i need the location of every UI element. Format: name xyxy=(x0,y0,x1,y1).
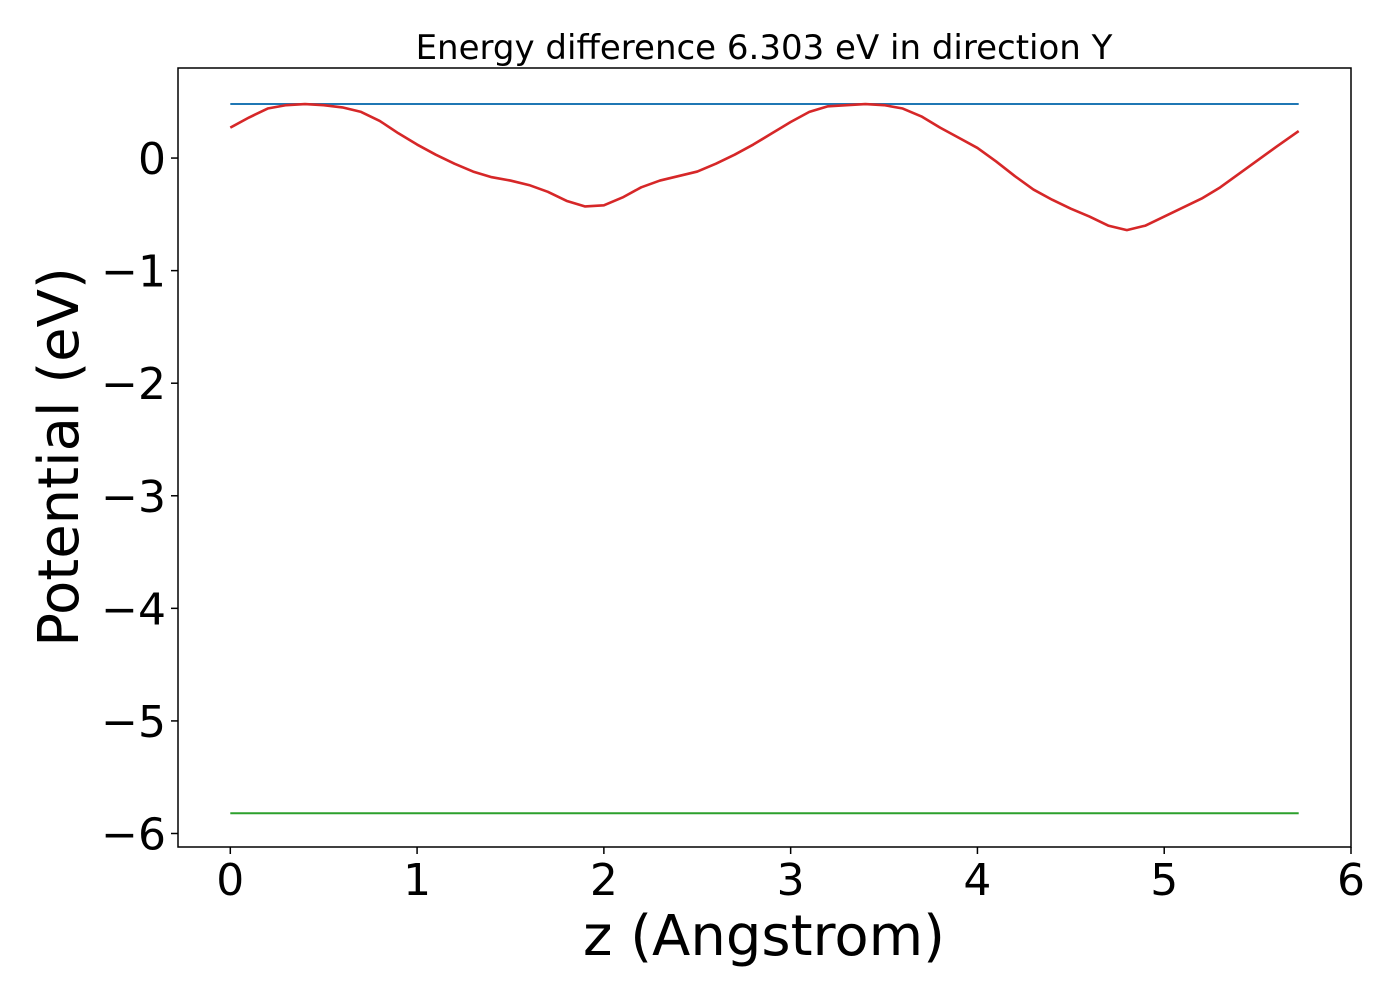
x-tick-label: 0 xyxy=(216,855,244,906)
chart-title: Energy difference 6.303 eV in direction … xyxy=(416,28,1113,68)
x-tick-label: 3 xyxy=(777,855,805,906)
x-tick-label: 5 xyxy=(1150,855,1178,906)
x-tick-label: 4 xyxy=(963,855,991,906)
y-tick-label: −4 xyxy=(101,584,166,635)
y-tick-label: −5 xyxy=(101,697,166,748)
y-axis-title: Potential (eV) xyxy=(27,267,92,647)
x-tick-label: 6 xyxy=(1337,855,1365,906)
plot-area xyxy=(177,67,1352,848)
x-axis-title: z (Angstrom) xyxy=(583,904,945,969)
y-tick-label: −1 xyxy=(101,247,166,298)
x-axis-ticks: 0 1 2 3 4 5 6 xyxy=(216,847,1365,906)
y-tick-label: 0 xyxy=(138,134,166,185)
series-layer xyxy=(229,102,1300,815)
y-axis-ticks: 0 −1 −2 −3 −4 −5 −6 xyxy=(101,134,178,860)
x-tick-label: 2 xyxy=(590,855,618,906)
y-tick-label: −3 xyxy=(101,472,166,523)
x-tick-label: 1 xyxy=(403,855,431,906)
series-line-2 xyxy=(229,102,1300,232)
y-tick-label: −2 xyxy=(101,359,166,410)
y-tick-label: −6 xyxy=(101,809,166,860)
